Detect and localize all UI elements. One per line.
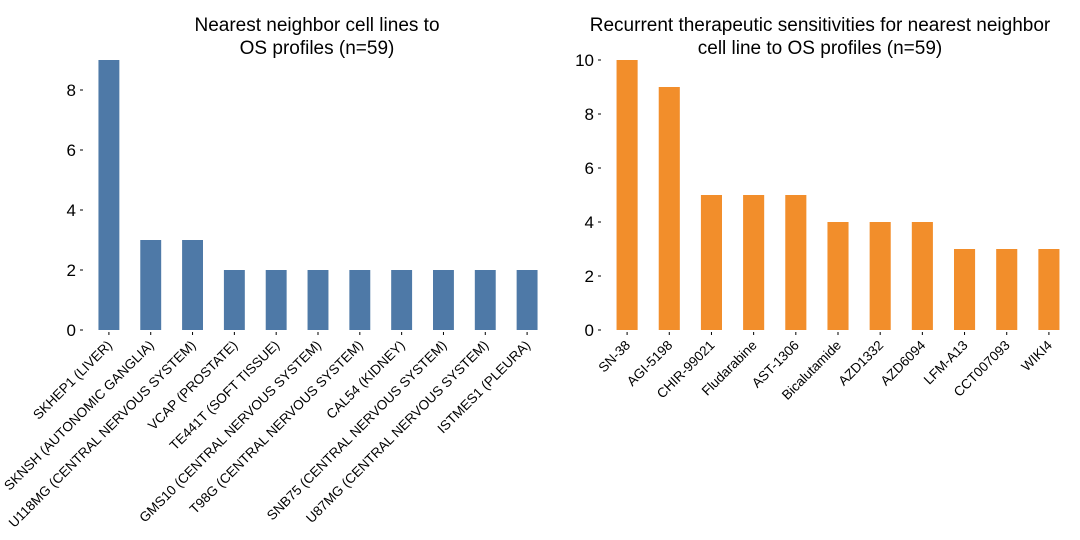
y-tick-label: 8: [67, 81, 76, 100]
chart-title-line-2: cell line to OS profiles (n=59): [698, 38, 942, 59]
bar: [869, 222, 891, 330]
chart-title-line-1: Recurrent therapeutic sensitivities for …: [590, 15, 1051, 36]
bar: [140, 240, 162, 330]
bar: [223, 270, 245, 330]
x-tick-label: AZD1332: [835, 338, 886, 389]
bar: [700, 195, 722, 330]
bar: [785, 195, 807, 330]
bar: [743, 195, 765, 330]
y-tick-label: 10: [575, 51, 594, 70]
y-tick-label: 8: [585, 105, 594, 124]
bar: [516, 270, 538, 330]
bar: [954, 249, 976, 330]
x-tick-label: WIKI4: [1018, 337, 1055, 374]
bar: [658, 87, 680, 330]
y-tick-label: 4: [585, 213, 594, 232]
bar: [307, 270, 329, 330]
x-tick-label: SN-38: [596, 338, 634, 376]
chart-right: Recurrent therapeutic sensitivities for …: [575, 15, 1060, 403]
bar: [433, 270, 454, 330]
x-tick-label: AZD6094: [878, 337, 929, 388]
bar: [391, 270, 413, 330]
y-tick-label: 4: [67, 201, 76, 220]
bar: [349, 270, 371, 330]
y-tick-label: 0: [67, 321, 76, 340]
bar: [474, 270, 496, 330]
y-tick-label: 0: [585, 321, 594, 340]
bar: [265, 270, 287, 330]
y-tick-label: 6: [67, 141, 76, 160]
y-tick-label: 6: [585, 159, 594, 178]
bar: [182, 240, 203, 330]
x-tick-label: SKNSH (AUTONOMIC GANGLIA): [1, 338, 157, 494]
y-tick-label: 2: [585, 267, 594, 286]
x-tick-label: CAL54 (KIDNEY): [323, 338, 407, 422]
x-tick-label: SKHEP1 (LIVER): [30, 338, 115, 423]
bar: [996, 249, 1018, 330]
chart-title-line-2: OS profiles (n=59): [240, 38, 395, 59]
bar: [911, 222, 933, 330]
chart-title-line-1: Nearest neighbor cell lines to: [194, 15, 439, 36]
bar: [616, 60, 638, 330]
bar: [827, 222, 849, 330]
bar: [98, 60, 120, 330]
y-tick-label: 2: [67, 261, 76, 280]
bar: [1038, 249, 1060, 330]
